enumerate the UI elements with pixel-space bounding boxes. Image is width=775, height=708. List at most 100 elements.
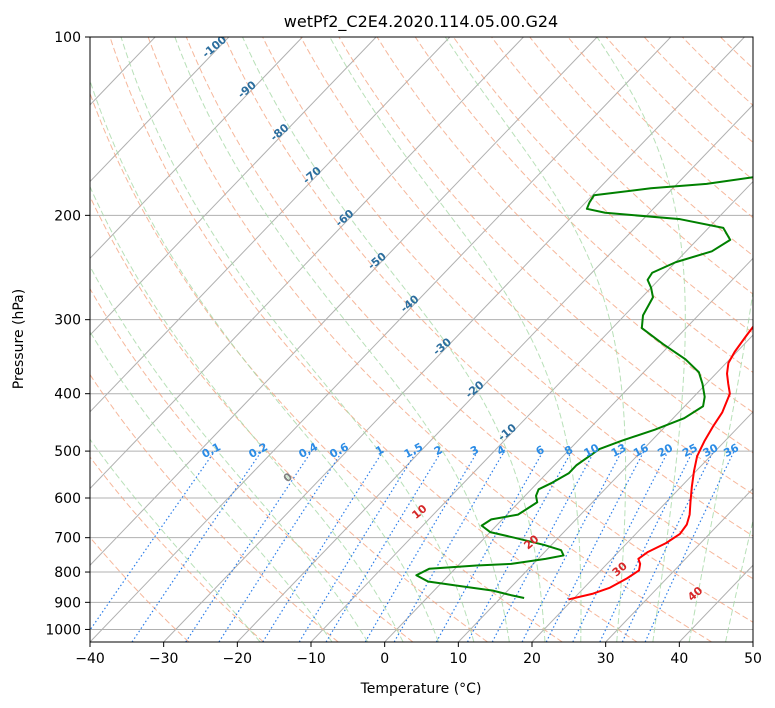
chart-title: wetPf2_C2E4.2020.114.05.00.G24 <box>284 12 558 32</box>
dry-adiabat <box>90 536 190 642</box>
dry-adiabat <box>759 37 775 642</box>
mixing-ratio-label: 1.5 <box>402 440 425 461</box>
mixing-ratio-label: 36 <box>721 441 741 460</box>
moist-adiabat <box>90 79 439 642</box>
dry-adiabat-label: -30 <box>430 335 454 358</box>
x-tick-label: −30 <box>149 651 179 667</box>
moist-adiabat-label: 10 <box>410 502 430 522</box>
moist-adiabat <box>90 330 333 642</box>
dry-adiabat <box>338 37 753 454</box>
moist-adiabat <box>120 37 475 642</box>
dry-adiabat-label: -20 <box>463 378 487 401</box>
x-tick-label: 10 <box>449 651 467 667</box>
dry-adiabat <box>491 37 753 295</box>
mixing-ratio-line <box>491 450 596 642</box>
mixing-ratio-label: 0.1 <box>200 440 223 461</box>
isotherm-line <box>90 37 230 183</box>
mixing-ratio-label: 0.4 <box>297 440 321 461</box>
dry-adiabat <box>300 37 753 495</box>
mixing-ratio-line <box>621 450 714 642</box>
isotherm-line <box>163 37 745 642</box>
y-tick-label: 300 <box>54 313 81 329</box>
isotherm-line <box>457 334 753 642</box>
x-tick-label: 30 <box>597 651 615 667</box>
isotherm-line <box>90 37 598 566</box>
profile-lines <box>415 176 753 601</box>
dry-adiabat <box>720 37 753 70</box>
y-tick-label: 100 <box>54 30 81 46</box>
mixing-ratio-label: 4 <box>495 443 508 458</box>
isotherm-line <box>90 37 377 336</box>
isotherm-line <box>90 37 672 642</box>
moist-adiabat <box>444 37 627 642</box>
isotherm-line <box>531 411 753 642</box>
dry-adiabat <box>90 287 414 642</box>
dry-adiabat <box>452 37 753 334</box>
mixing-ratio-line <box>262 450 384 642</box>
y-tick-label: 1000 <box>45 622 81 638</box>
moist-adiabat <box>329 37 582 642</box>
mixing-ratio-line <box>545 450 645 642</box>
isotherm-line <box>236 104 753 642</box>
isotherm-line <box>752 641 753 642</box>
mixing-ratio-line <box>435 450 544 642</box>
isotherm-line <box>0 37 8 642</box>
mixing-ratio-label: 1 <box>373 443 386 458</box>
mixing-ratio-line <box>325 450 443 642</box>
dry-adiabat <box>147 37 712 642</box>
mixing-ratio-line <box>466 450 573 642</box>
moist-adiabat <box>174 37 510 642</box>
dewpoint-profile <box>415 176 753 599</box>
dry-adiabat-label: -40 <box>398 292 422 315</box>
mixing-ratio-label: 6 <box>534 443 547 458</box>
moist-adiabat-label: 0 <box>281 470 295 485</box>
x-tick-label: 40 <box>670 651 688 667</box>
mixing-ratio-line <box>599 450 694 642</box>
isotherm-line <box>90 37 524 490</box>
dry-adiabat <box>529 37 753 257</box>
x-tick-label: −40 <box>75 651 105 667</box>
mixing-ratio-line <box>644 450 735 642</box>
isotherm-line <box>90 37 451 413</box>
y-tick-label: 500 <box>54 444 81 460</box>
mixing-ratio-line <box>364 450 479 642</box>
dry-adiabat <box>90 456 264 642</box>
mixing-ratio-label: 20 <box>655 441 675 460</box>
x-axis-label: Temperature (°C) <box>360 681 482 697</box>
mixing-ratio-line <box>218 450 343 642</box>
moist-adiabat <box>90 438 261 642</box>
dry-adiabat <box>109 37 638 642</box>
plot-frame <box>89 36 754 643</box>
moist-adiabat-label: 40 <box>685 584 705 604</box>
dry-adiabat <box>90 195 488 642</box>
dry-adiabat-label: -50 <box>365 250 389 273</box>
isotherm-line <box>384 257 753 642</box>
y-tick-label: 700 <box>54 531 81 547</box>
y-tick-label: 400 <box>54 387 81 403</box>
mixing-ratio-line <box>393 450 505 642</box>
y-axis-label: Pressure (hPa) <box>11 289 27 389</box>
moist-adiabat <box>725 518 753 642</box>
y-tick-label: 200 <box>54 208 81 224</box>
dry-adiabat-label: -70 <box>300 164 324 187</box>
dry-adiabat <box>681 37 753 106</box>
mixing-ratio-line <box>131 450 263 642</box>
background-lines <box>0 37 775 642</box>
moist-adiabat-label: 30 <box>610 559 630 579</box>
mixing-ratio-line <box>298 450 418 642</box>
y-tick-label: 900 <box>54 595 81 611</box>
mixing-ratio-label: 3 <box>468 443 481 458</box>
mixing-ratio-line <box>90 450 216 632</box>
dry-adiabat-label: -60 <box>333 207 357 230</box>
mixing-ratio-label: 0.6 <box>327 440 351 461</box>
mixing-ratio-label: 10 <box>582 441 602 460</box>
temperature-profile <box>568 325 753 601</box>
y-tick-label: 800 <box>54 565 81 581</box>
x-tick-label: −20 <box>223 651 253 667</box>
moist-adiabat <box>596 37 686 642</box>
moist-adiabat <box>688 288 753 642</box>
dry-adiabat <box>376 37 753 413</box>
moist-adiabat <box>242 37 546 642</box>
dry-adiabat <box>223 37 753 580</box>
